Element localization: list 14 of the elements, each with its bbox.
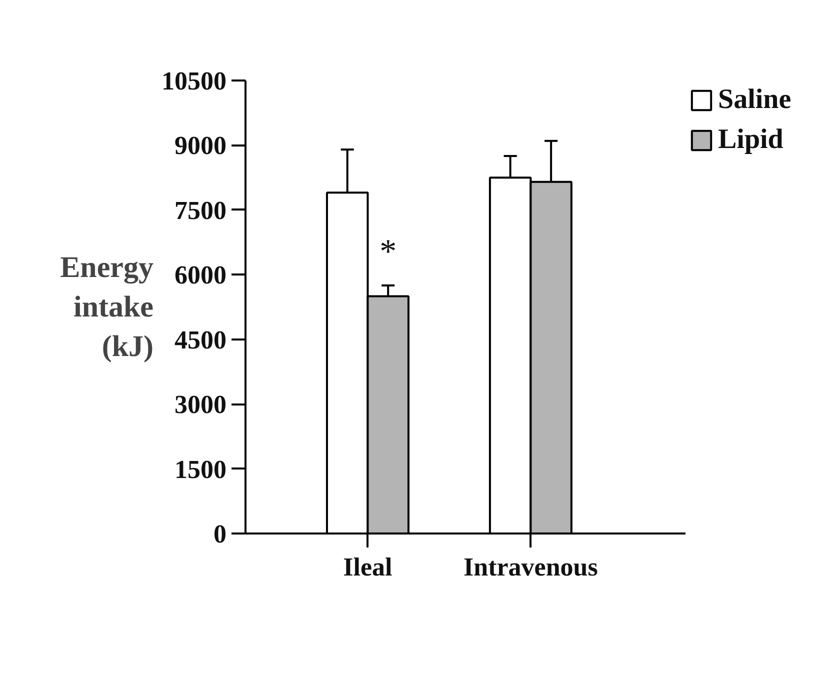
y-tick-label: 1500 [174,454,226,484]
legend-label: Lipid [718,124,784,156]
y-tick-label: 10500 [162,66,226,96]
y-tick-label: 7500 [174,196,226,225]
annotation: * [380,233,397,270]
y-tick-label: 6000 [174,260,226,290]
x-tick-label: Intravenous [464,552,598,582]
y-tick-label: 4500 [174,325,226,354]
y-tick-label: 3000 [174,390,226,420]
y-tick-label: 9000 [174,131,226,160]
y-tick-label: 0 [214,520,226,548]
legend-label: Saline [718,84,792,116]
x-tick-label: Ileal [343,552,392,582]
y-axis-title: Energy intake (kJ) [60,250,154,364]
